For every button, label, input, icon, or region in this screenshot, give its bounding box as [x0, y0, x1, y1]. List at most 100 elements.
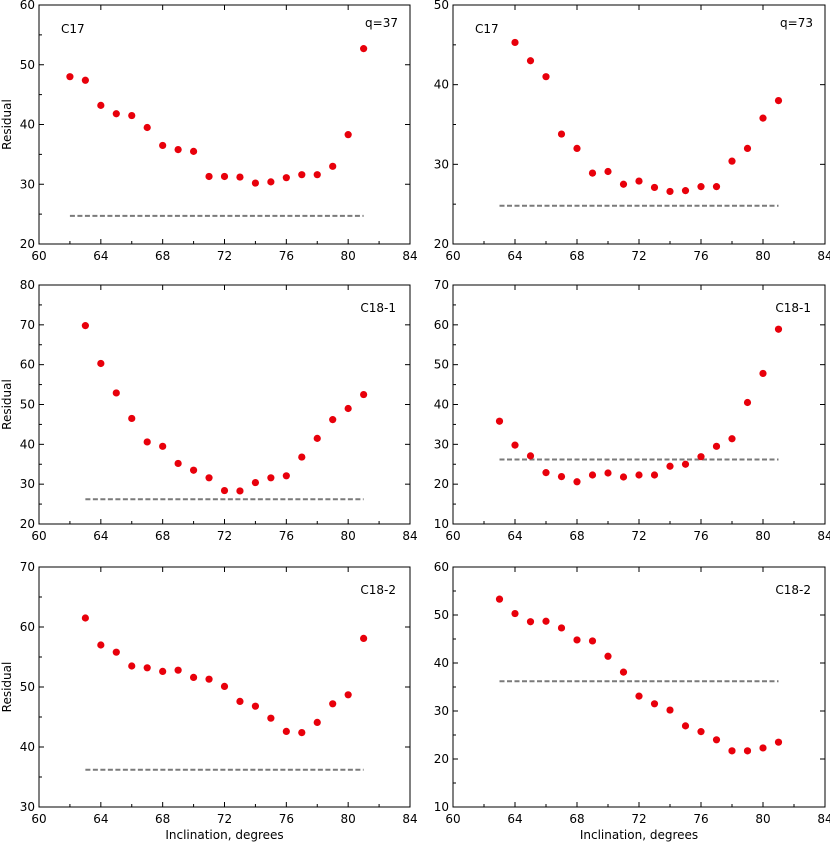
plot-frame — [452, 284, 826, 525]
x-tick-label: 76 — [279, 812, 294, 826]
data-point — [697, 183, 705, 191]
data-point — [81, 76, 89, 84]
x-tick-label: 60 — [31, 529, 46, 543]
data-point — [697, 453, 705, 461]
x-tick-label: 80 — [755, 249, 770, 263]
y-tick-label: 30 — [434, 704, 449, 718]
y-tick-label: 30 — [20, 477, 35, 491]
y-tick-label: 40 — [20, 437, 35, 451]
data-point — [511, 441, 519, 449]
data-point — [220, 682, 229, 691]
y-tick-label: 10 — [434, 517, 449, 531]
data-point — [189, 466, 198, 474]
x-tick-label: 80 — [341, 529, 356, 543]
data-point — [650, 700, 659, 708]
data-point — [159, 141, 167, 150]
data-point — [329, 162, 337, 170]
x-tick-label: 76 — [693, 249, 708, 263]
y-tick-label: 60 — [20, 0, 35, 12]
x-tick-label: 60 — [445, 529, 460, 543]
x-tick-label: 80 — [755, 812, 770, 826]
y-tick-label: 50 — [434, 608, 449, 622]
data-point — [774, 325, 783, 333]
data-point — [298, 729, 306, 737]
x-tick-label: 64 — [93, 529, 108, 543]
data-point — [112, 648, 120, 656]
data-point — [759, 114, 767, 122]
data-point — [542, 73, 550, 81]
data-point — [743, 144, 752, 152]
x-tick-label: 64 — [93, 812, 108, 826]
data-point — [728, 435, 736, 443]
data-point — [267, 474, 275, 482]
y-tick-label: 50 — [20, 58, 35, 72]
y-tick-label: 30 — [20, 177, 35, 191]
x-tick-label: 60 — [31, 812, 46, 826]
data-point — [573, 144, 581, 152]
x-tick-label: 84 — [817, 812, 830, 826]
x-axis-label: Inclination, degrees — [580, 828, 698, 842]
data-point — [174, 666, 182, 674]
y-tick-label: 50 — [434, 0, 449, 12]
data-point — [557, 130, 566, 138]
data-point — [205, 172, 213, 181]
x-tick-label: 68 — [155, 529, 170, 543]
x-tick-label: 64 — [507, 812, 522, 826]
data-point — [66, 73, 74, 81]
data-point — [313, 434, 321, 442]
x-tick-label: 60 — [445, 249, 460, 263]
data-point — [220, 486, 229, 495]
x-tick-label: 60 — [445, 812, 460, 826]
data-point — [189, 673, 198, 682]
panel-6: 60 64 68 72 76 80 84 10 20 30 40 50 60 C18-2 Inclinati… — [434, 560, 830, 842]
x-tick-label: 84 — [402, 249, 417, 263]
y-tick-label: 30 — [20, 800, 35, 814]
x-tick-label: 68 — [569, 812, 584, 826]
data-point — [344, 131, 352, 139]
x-tick-label: 80 — [341, 812, 356, 826]
data-point — [313, 718, 321, 727]
x-tick-label: 76 — [693, 812, 708, 826]
data-point — [681, 187, 690, 195]
panel-label: C17 — [61, 22, 85, 36]
y-tick-label: 20 — [434, 752, 449, 766]
data-point — [526, 57, 535, 65]
data-point — [112, 389, 120, 397]
x-tick-label: 72 — [217, 249, 232, 263]
data-point — [189, 147, 198, 155]
panel-label: C18-1 — [775, 301, 811, 315]
y-tick-label: 60 — [434, 560, 449, 574]
data-point — [712, 736, 721, 744]
data-point — [313, 171, 321, 179]
panel-label: C18-1 — [360, 301, 396, 315]
x-tick-label: 60 — [31, 249, 46, 263]
q-annotation: q=37 — [365, 16, 398, 30]
plot-frame — [38, 4, 411, 245]
x-tick-label: 80 — [341, 249, 356, 263]
data-point — [511, 609, 519, 618]
data-point — [344, 404, 352, 413]
panel-label: C17 — [475, 22, 499, 36]
data-point — [236, 173, 244, 181]
x-tick-label: 72 — [217, 529, 232, 543]
data-point — [759, 744, 767, 752]
panel-5: 60 64 68 72 76 80 84 30 40 50 60 70 C18-2 Residual Inc… — [0, 560, 418, 842]
y-axis-label: Residual — [0, 379, 14, 430]
data-point — [251, 478, 260, 487]
data-point — [112, 110, 120, 118]
data-point — [619, 473, 628, 481]
data-point — [174, 459, 182, 468]
data-point — [205, 474, 213, 482]
data-point — [220, 172, 229, 181]
data-point — [588, 169, 597, 177]
y-tick-label: 60 — [20, 358, 35, 372]
data-point — [282, 727, 290, 736]
x-tick-label: 72 — [217, 812, 232, 826]
y-tick-label: 40 — [20, 118, 35, 132]
data-point — [360, 45, 368, 53]
data-point — [236, 697, 244, 706]
y-tick-label: 60 — [20, 620, 35, 634]
data-point — [143, 123, 151, 132]
plot-frame — [452, 4, 826, 245]
